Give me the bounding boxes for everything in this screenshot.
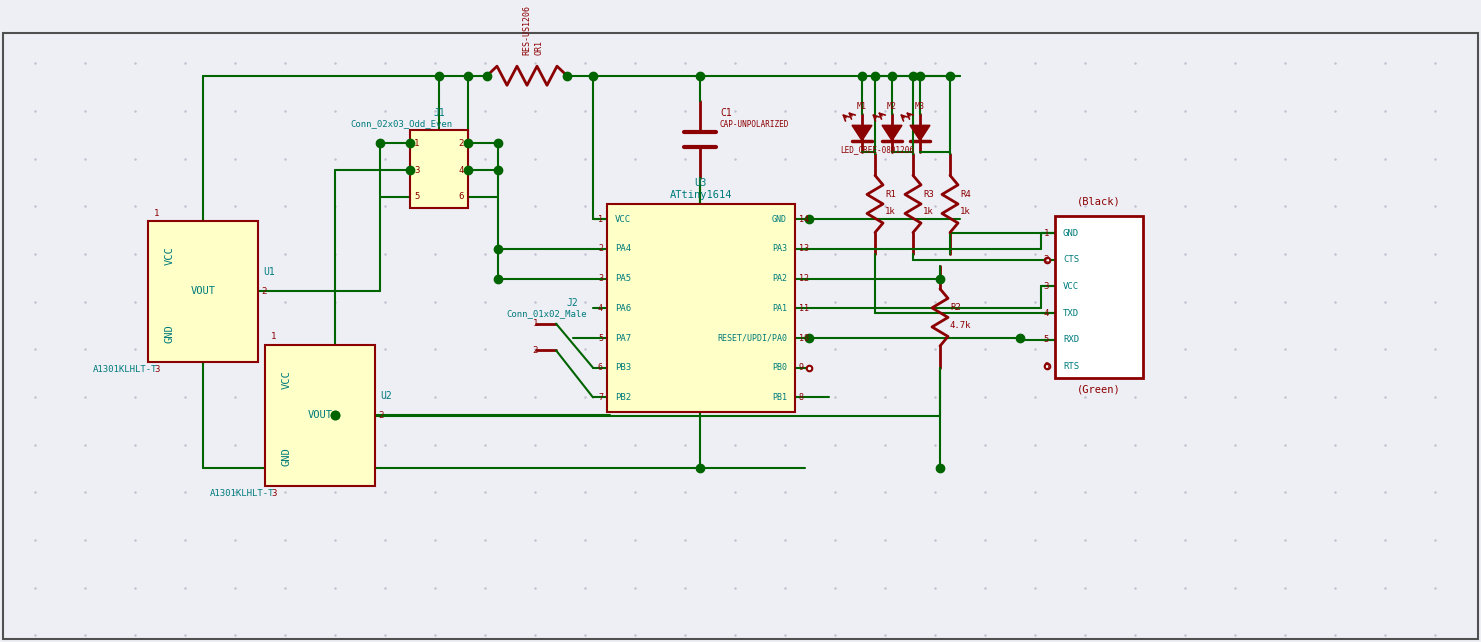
Text: 9: 9	[800, 363, 804, 372]
Text: J1: J1	[432, 108, 444, 118]
Text: 1: 1	[271, 333, 277, 342]
Text: VCC: VCC	[615, 215, 631, 224]
Text: 1: 1	[533, 319, 538, 328]
Text: PB3: PB3	[615, 363, 631, 372]
Text: Conn_01x02_Male: Conn_01x02_Male	[507, 309, 586, 318]
Text: U3: U3	[695, 178, 708, 189]
Text: U2: U2	[381, 391, 392, 401]
Bar	[410, 130, 468, 208]
Text: 10: 10	[800, 334, 809, 343]
Text: RES-US1206: RES-US1206	[523, 4, 532, 55]
Text: VCC: VCC	[281, 370, 292, 389]
Polygon shape	[883, 125, 902, 141]
Text: LED_CREE-0801206: LED_CREE-0801206	[840, 144, 914, 153]
Polygon shape	[909, 125, 930, 141]
Text: CTS: CTS	[1063, 256, 1080, 265]
Text: 5: 5	[598, 334, 603, 343]
Text: GND: GND	[164, 324, 175, 342]
Text: 13: 13	[800, 245, 809, 254]
Text: 12: 12	[800, 274, 809, 283]
Text: ATtiny1614: ATtiny1614	[669, 190, 732, 200]
Text: PB2: PB2	[615, 393, 631, 402]
Text: PA1: PA1	[772, 304, 786, 313]
Text: (Black): (Black)	[1077, 196, 1121, 207]
Bar	[265, 345, 375, 485]
Text: M2: M2	[887, 101, 897, 110]
Text: 1: 1	[1044, 229, 1049, 238]
Text: VCC: VCC	[164, 247, 175, 265]
Text: PB0: PB0	[772, 363, 786, 372]
Text: GND: GND	[1063, 229, 1080, 238]
Bar	[148, 221, 258, 361]
Text: 2: 2	[598, 245, 603, 254]
Text: OR1: OR1	[535, 40, 544, 55]
Text: RXD: RXD	[1063, 335, 1080, 344]
Text: 1k: 1k	[886, 207, 896, 216]
Text: R4: R4	[960, 190, 970, 199]
Text: 3: 3	[415, 166, 419, 175]
Text: M1: M1	[857, 101, 866, 110]
Bar	[607, 204, 795, 412]
Text: 2: 2	[261, 287, 267, 296]
Text: 1: 1	[415, 139, 419, 148]
Text: VOUT: VOUT	[191, 286, 216, 296]
Text: 5: 5	[415, 193, 419, 202]
Text: 2: 2	[378, 411, 384, 420]
Text: R1: R1	[886, 190, 896, 199]
Text: PA6: PA6	[615, 304, 631, 313]
Text: 7: 7	[598, 393, 603, 402]
Text: 4: 4	[459, 166, 464, 175]
Text: 3: 3	[1044, 282, 1049, 291]
Text: 1k: 1k	[923, 207, 933, 216]
Text: R2: R2	[949, 304, 961, 313]
Text: C1: C1	[720, 108, 732, 118]
Text: RESET/UPDI/PA0: RESET/UPDI/PA0	[717, 334, 786, 343]
Bar	[1054, 216, 1143, 378]
Text: PA7: PA7	[615, 334, 631, 343]
Text: PB1: PB1	[772, 393, 786, 402]
Text: CAP-UNPOLARIZED: CAP-UNPOLARIZED	[720, 120, 789, 129]
Text: 14: 14	[800, 215, 809, 224]
Text: 1: 1	[154, 209, 160, 218]
Text: PA3: PA3	[772, 245, 786, 254]
Text: GND: GND	[281, 447, 292, 467]
Text: VCC: VCC	[1063, 282, 1080, 291]
Text: PA4: PA4	[615, 245, 631, 254]
Text: 2: 2	[459, 139, 464, 148]
Text: J2: J2	[566, 298, 578, 308]
Text: 1: 1	[598, 215, 603, 224]
Text: 11: 11	[800, 304, 809, 313]
Text: TXD: TXD	[1063, 309, 1080, 318]
Text: (Green): (Green)	[1077, 385, 1121, 394]
Text: 4.7k: 4.7k	[949, 320, 972, 329]
Text: 6: 6	[1044, 362, 1049, 371]
Text: 3: 3	[154, 365, 160, 374]
Text: RTS: RTS	[1063, 362, 1080, 371]
Text: R3: R3	[923, 190, 933, 199]
Text: 1k: 1k	[960, 207, 970, 216]
Text: 2: 2	[533, 346, 538, 355]
Text: 5: 5	[1044, 335, 1049, 344]
Text: A1301KLHLT-T: A1301KLHLT-T	[93, 365, 157, 374]
Text: 3: 3	[271, 489, 277, 498]
Text: 3: 3	[598, 274, 603, 283]
Text: PA2: PA2	[772, 274, 786, 283]
Text: 4: 4	[598, 304, 603, 313]
Text: VOUT: VOUT	[308, 410, 333, 420]
Text: M3: M3	[915, 101, 926, 110]
Text: U1: U1	[264, 267, 275, 277]
Text: 2: 2	[1044, 256, 1049, 265]
Text: 6: 6	[459, 193, 464, 202]
Text: 8: 8	[800, 393, 804, 402]
Text: 4: 4	[1044, 309, 1049, 318]
Text: A1301KLHLT-T: A1301KLHLT-T	[210, 489, 274, 498]
Text: GND: GND	[772, 215, 786, 224]
Text: 6: 6	[598, 363, 603, 372]
Text: Conn_02x03_Odd_Even: Conn_02x03_Odd_Even	[350, 119, 452, 128]
Polygon shape	[852, 125, 872, 141]
Text: PA5: PA5	[615, 274, 631, 283]
